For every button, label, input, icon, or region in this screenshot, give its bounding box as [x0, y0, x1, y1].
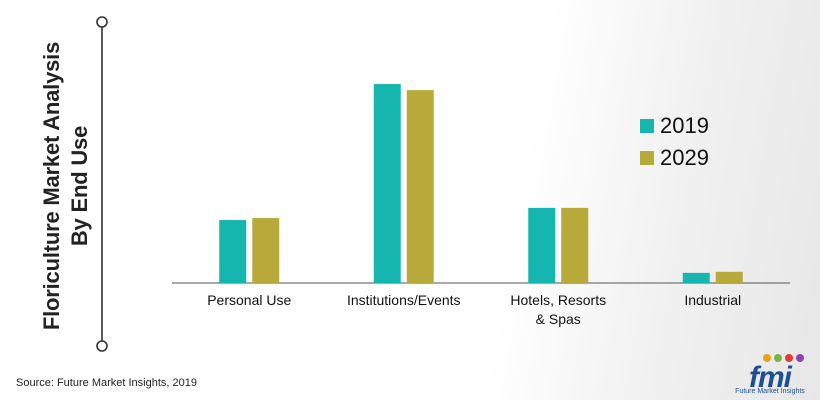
bar-2019-0 — [219, 220, 247, 283]
title-bracket — [96, 16, 108, 352]
source-note: Source: Future Market Insights, 2019 — [16, 377, 197, 389]
fmi-logo: fmi Future Market Insights — [728, 350, 812, 396]
legend-label-2019: 2019 — [660, 113, 709, 138]
bar-2019-2 — [528, 207, 556, 283]
x-tick-label-1: Institutions/Events — [347, 292, 461, 308]
bracket-bottom-circle — [96, 340, 108, 352]
bar-2019-1 — [373, 84, 401, 283]
bar-2029-1 — [406, 90, 434, 284]
legend-swatch-2029 — [640, 151, 654, 165]
legend-label-2029: 2029 — [660, 145, 709, 170]
bar-2029-3 — [715, 271, 743, 283]
bar-2029-2 — [561, 207, 589, 283]
bar-2019-3 — [682, 272, 710, 283]
logo-dots-icon — [763, 354, 804, 362]
logo-subtext: Future Market Insights — [735, 388, 805, 395]
x-tick-label-2: Hotels, Resorts & Spas — [510, 292, 606, 327]
x-tick-label-3: Industrial — [684, 292, 741, 308]
legend-item-2029: 2029 — [640, 145, 709, 171]
legend-swatch-2019 — [640, 119, 654, 133]
bar-2029-0 — [252, 218, 280, 283]
logo-wordmark: fmi — [749, 361, 792, 394]
legend-item-2019: 2019 — [640, 113, 709, 139]
x-tick-label-0: Personal Use — [207, 292, 291, 308]
